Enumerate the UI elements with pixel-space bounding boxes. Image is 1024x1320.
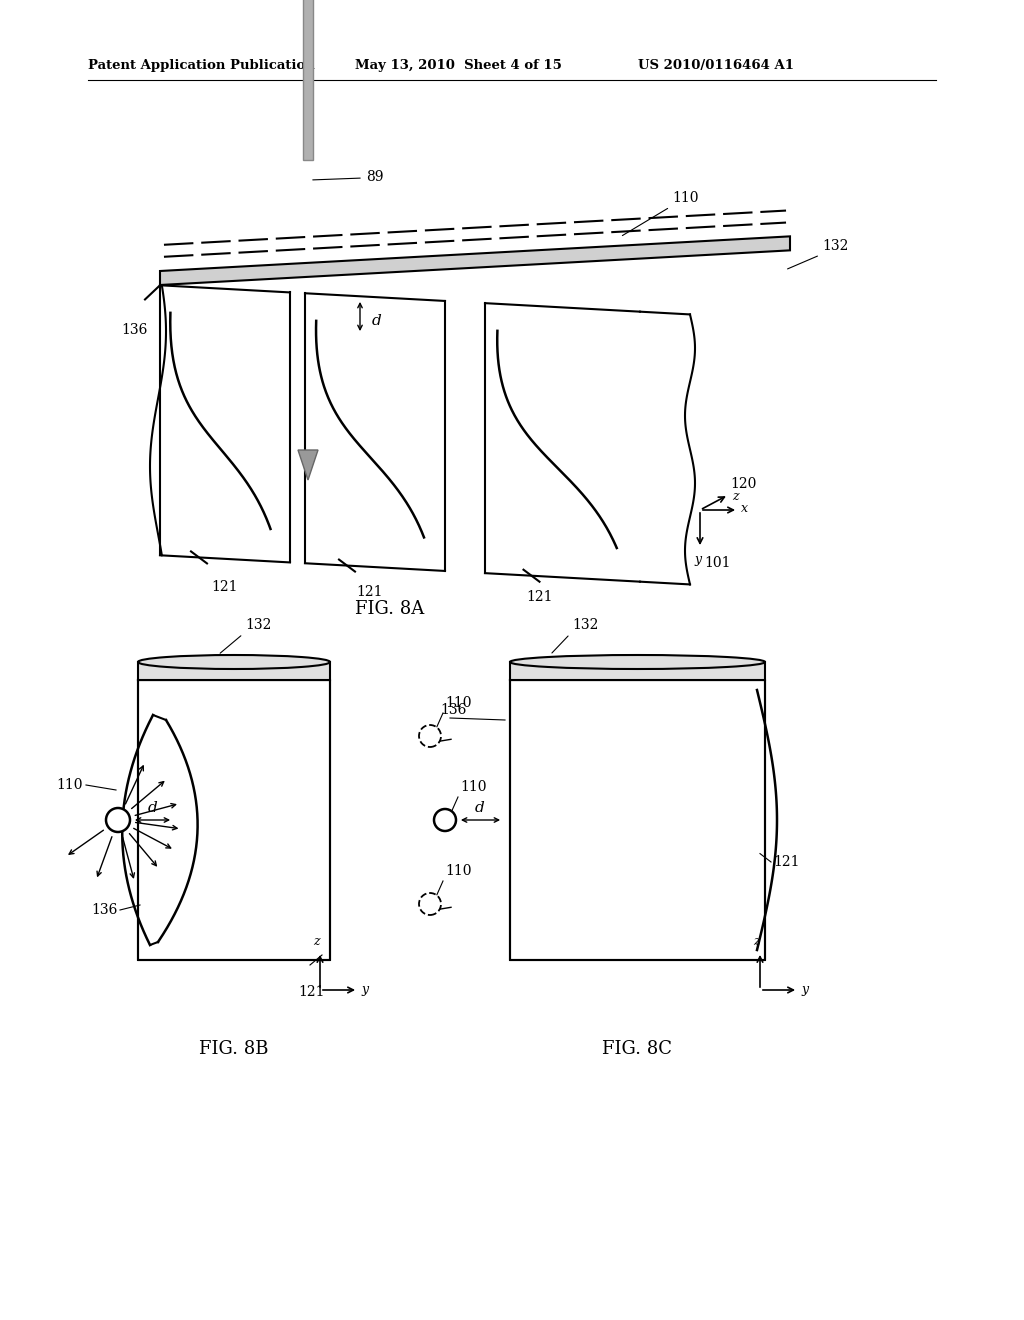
Text: z: z (753, 935, 760, 948)
Circle shape (106, 808, 130, 832)
Polygon shape (298, 450, 318, 480)
Bar (303, 0, 313, 160)
Text: Patent Application Publication: Patent Application Publication (88, 58, 314, 71)
Circle shape (434, 809, 456, 832)
Text: 132: 132 (245, 618, 271, 632)
Text: May 13, 2010  Sheet 4 of 15: May 13, 2010 Sheet 4 of 15 (355, 58, 562, 71)
Text: 136: 136 (122, 323, 148, 337)
Text: x: x (741, 502, 748, 515)
Text: US 2010/0116464 A1: US 2010/0116464 A1 (638, 58, 794, 71)
Text: 121: 121 (356, 585, 383, 599)
Text: y: y (694, 553, 701, 566)
Text: 110: 110 (445, 865, 471, 878)
Text: 110: 110 (460, 780, 486, 795)
Text: z: z (731, 490, 738, 503)
Bar (138, 680, 330, 960)
Text: FIG. 8C: FIG. 8C (602, 1040, 672, 1059)
Text: d: d (372, 314, 382, 327)
Text: FIG. 8B: FIG. 8B (200, 1040, 268, 1059)
Polygon shape (510, 663, 765, 680)
Text: d: d (148, 801, 158, 814)
Text: 110: 110 (445, 696, 471, 710)
Text: 132: 132 (822, 239, 848, 253)
Text: 121: 121 (526, 590, 553, 605)
Text: 120: 120 (730, 477, 757, 491)
Bar (510, 680, 765, 960)
Text: 89: 89 (366, 170, 384, 183)
Polygon shape (138, 663, 330, 680)
Text: 110: 110 (672, 191, 698, 205)
Text: 136: 136 (440, 704, 466, 717)
Ellipse shape (510, 655, 765, 669)
Polygon shape (160, 236, 790, 285)
Text: 110: 110 (56, 777, 83, 792)
Text: z: z (312, 935, 319, 948)
Text: 136: 136 (91, 903, 118, 917)
Circle shape (419, 894, 441, 915)
Text: d: d (475, 801, 485, 814)
Text: 121: 121 (212, 579, 239, 594)
Text: 132: 132 (572, 618, 598, 632)
Text: 121: 121 (299, 985, 325, 999)
Text: FIG. 8A: FIG. 8A (355, 601, 425, 618)
Text: 101: 101 (705, 556, 730, 570)
Text: 121: 121 (773, 855, 800, 869)
Text: y: y (801, 983, 808, 997)
Text: y: y (361, 983, 368, 997)
Ellipse shape (138, 655, 330, 669)
Circle shape (419, 725, 441, 747)
